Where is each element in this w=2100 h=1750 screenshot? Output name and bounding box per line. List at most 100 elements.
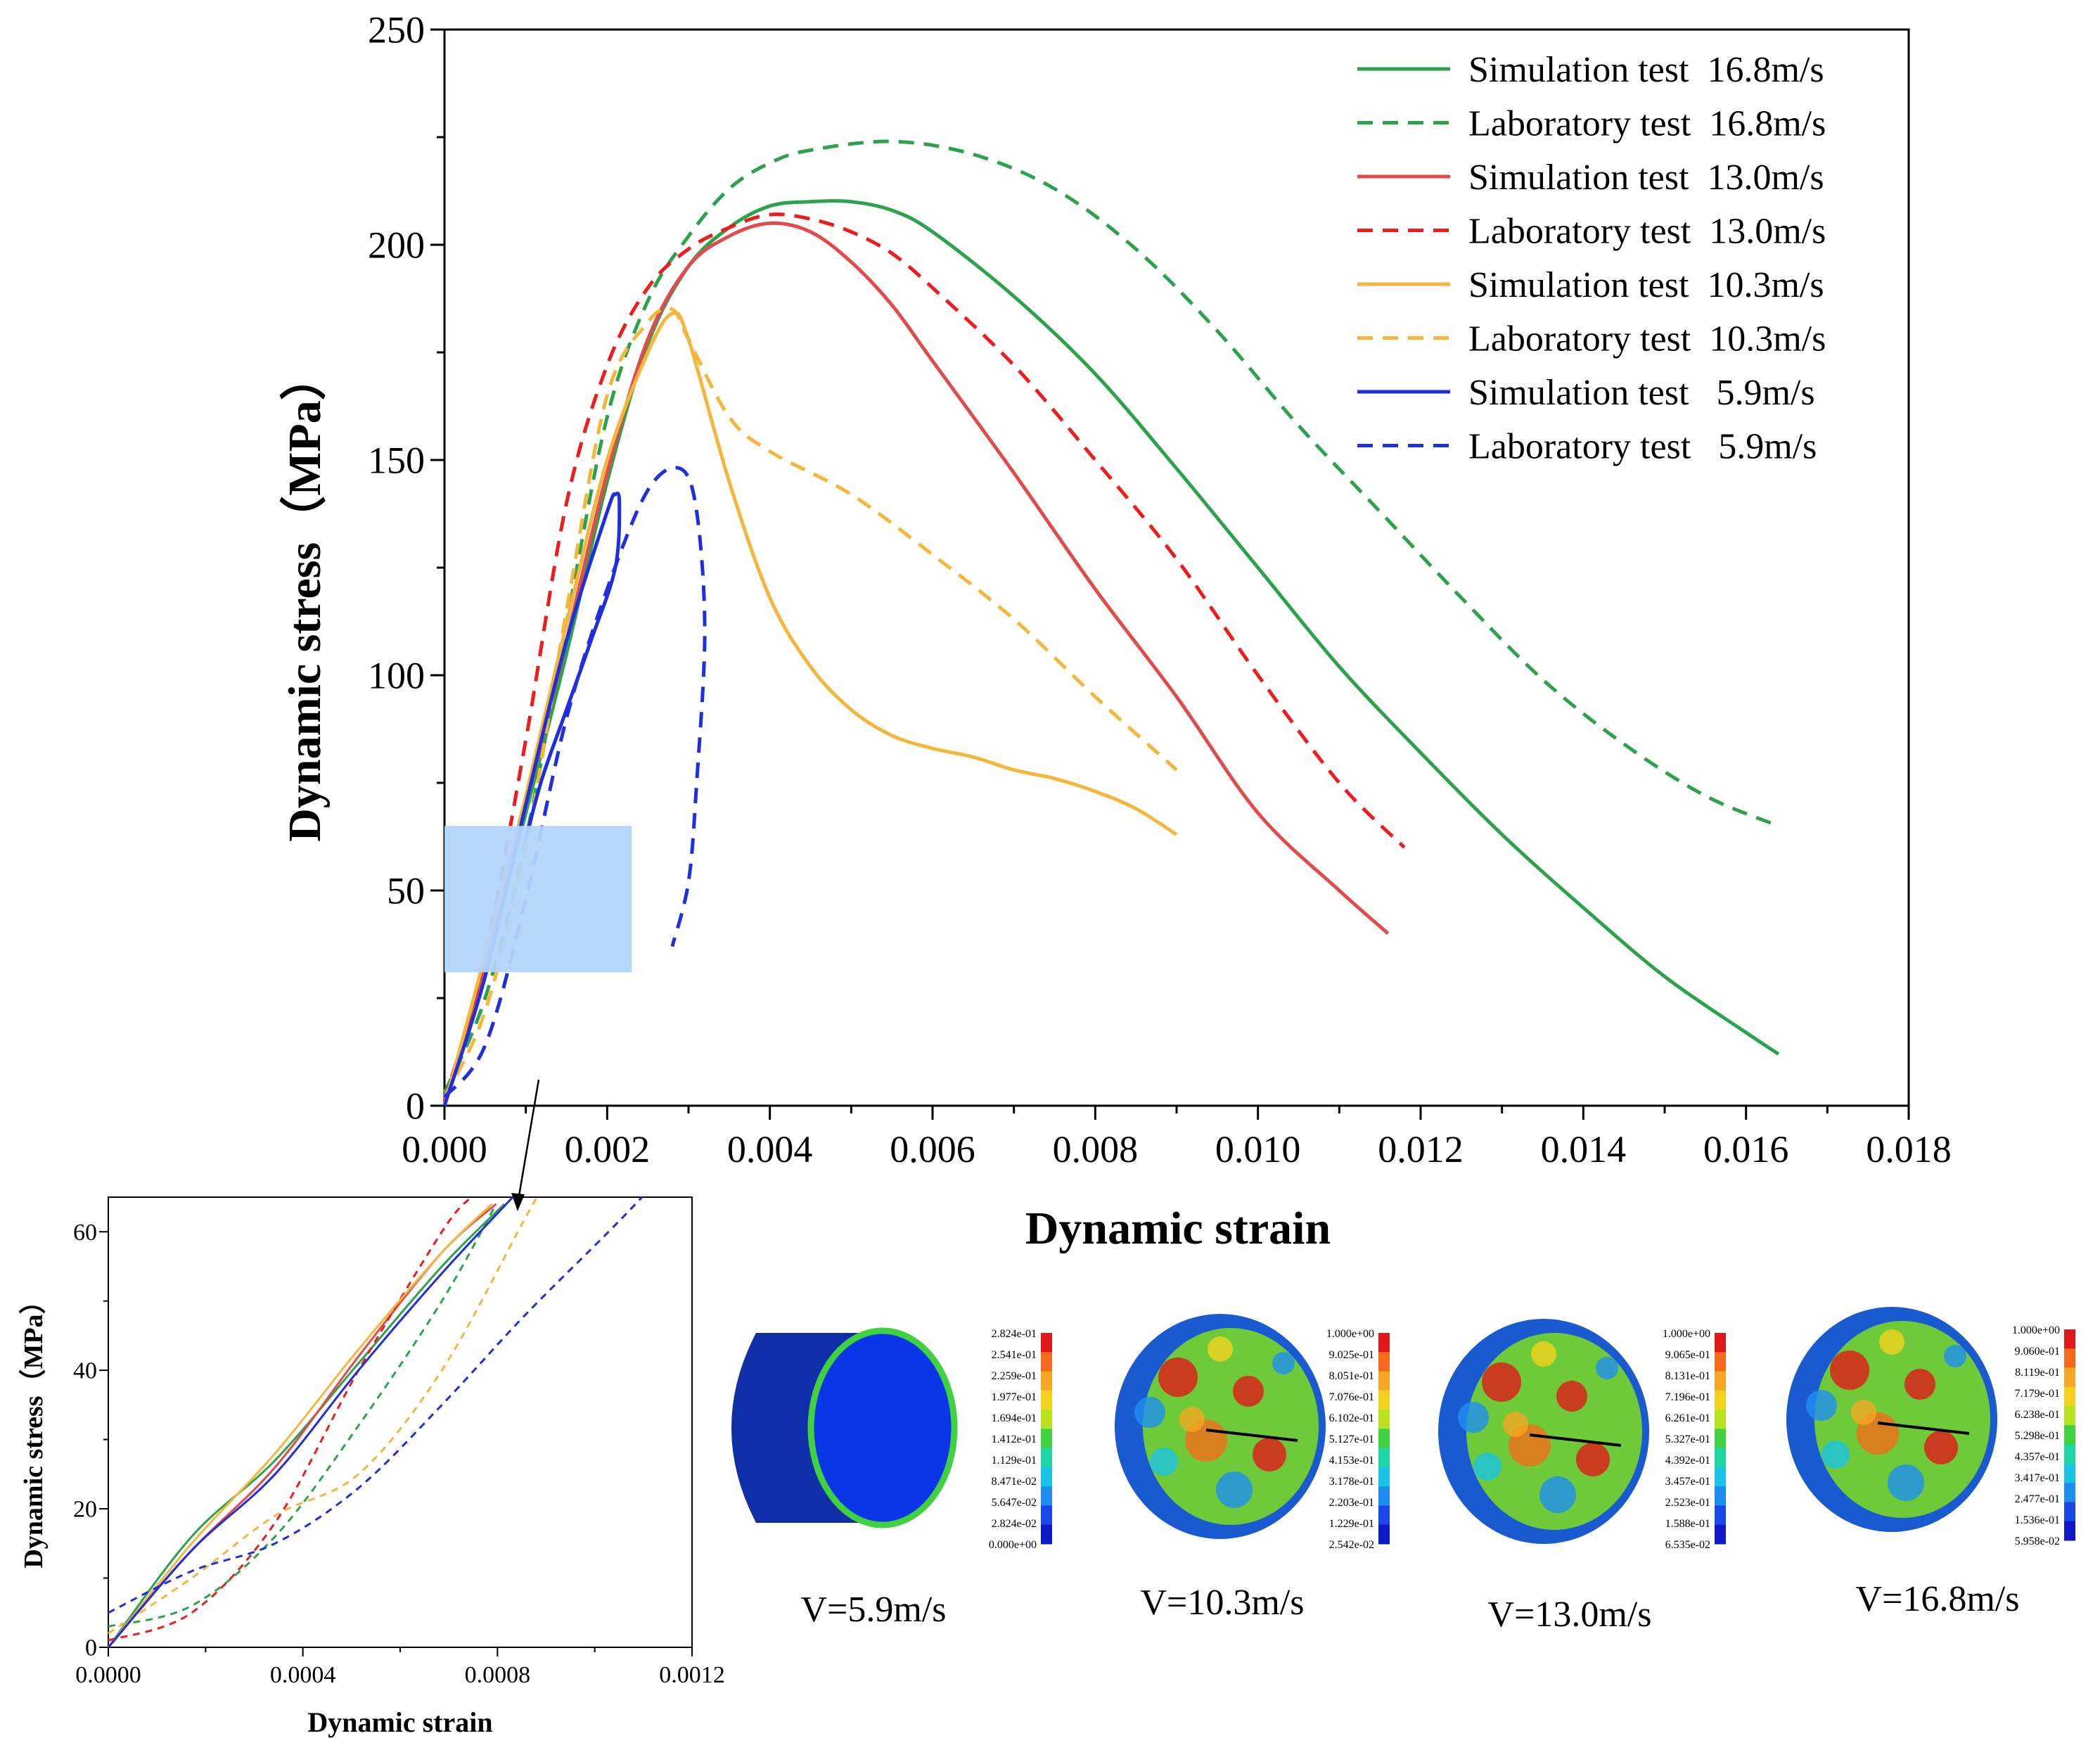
scale-bar-label: 5.647e-02 xyxy=(992,1497,1037,1509)
x-tick-label: 0.012 xyxy=(1378,1128,1464,1170)
scale-bar-segment xyxy=(1715,1352,1726,1372)
inset-plot-frame xyxy=(108,1196,693,1648)
scale-bar-label: 1.229e-01 xyxy=(1329,1518,1374,1530)
damage-spot xyxy=(1539,1476,1576,1513)
zoom-arrow xyxy=(518,1079,540,1196)
series-line-3 xyxy=(442,221,1390,1106)
inset-chart: 0.0000 0.0004 0.0008 0.0012 0 20 40 60 Dynamic … xyxy=(19,1196,725,1738)
scale-bar-label: 8.471e-02 xyxy=(992,1476,1037,1488)
y-tick-label: 0 xyxy=(85,1635,97,1661)
scale-bar-segment xyxy=(1378,1371,1390,1391)
x-tick-label: 0.006 xyxy=(890,1128,975,1170)
damage-spot xyxy=(1851,1400,1876,1425)
damage-spot xyxy=(1216,1471,1253,1508)
scale-bar-segment xyxy=(1041,1467,1052,1487)
scale-bar-segment xyxy=(1715,1467,1726,1487)
legend-label: Simulation test 13.0m/s xyxy=(1468,158,1824,198)
scale-bar-segment xyxy=(1041,1333,1052,1353)
scale-bar-segment xyxy=(2064,1444,2075,1464)
scale-bar-segment xyxy=(2064,1521,2075,1541)
contour-panel-4: 1.000e+00 9.060e-01 8.119e-01 7.179e-01 6.23… xyxy=(1786,1307,2075,1619)
scale-bar-label: 1.536e-01 xyxy=(2015,1514,2060,1526)
x-tick-label: 0.0004 xyxy=(270,1662,336,1688)
damage-spot xyxy=(1944,1345,1966,1367)
contour-panel-2: 1.000e+00 9.025e-01 8.051e-01 7.076e-01 6.10… xyxy=(1115,1314,1390,1623)
scale-bar-label: 7.179e-01 xyxy=(2015,1388,2060,1400)
crack-line xyxy=(1529,1433,1622,1447)
scale-bar-segment xyxy=(2064,1425,2075,1445)
velocity-label: V=16.8m/s xyxy=(1855,1579,2019,1619)
series-line-7 xyxy=(107,1196,514,1648)
x-tick-label: 0.000 xyxy=(402,1128,487,1170)
scale-bar-label: 3.417e-01 xyxy=(2015,1472,2060,1484)
inset-series xyxy=(107,1196,643,1648)
legend-label: Simulation test 16.8m/s xyxy=(1468,50,1824,90)
y-tick-label: 50 xyxy=(387,869,425,912)
scale-bar-label: 1.977e-01 xyxy=(992,1391,1037,1403)
scale-bar-segment xyxy=(1041,1352,1052,1372)
scale-bar-segment xyxy=(1041,1371,1052,1391)
main-x-axis-title: Dynamic strain xyxy=(1025,1203,1331,1254)
y-tick-label: 150 xyxy=(368,439,425,481)
scale-bar-label: 1.412e-01 xyxy=(992,1433,1037,1445)
damage-spot xyxy=(1253,1438,1286,1471)
scale-bar-label: 6.261e-01 xyxy=(1665,1412,1710,1424)
scale-bar-segment xyxy=(1378,1352,1390,1372)
main-axis-ticks xyxy=(430,28,1910,1120)
series-line-2 xyxy=(442,139,1779,1094)
scale-bar-label: 2.824e-01 xyxy=(992,1328,1037,1340)
scale-bar-segment xyxy=(2064,1463,2075,1483)
x-tick-label: 0.016 xyxy=(1703,1128,1789,1170)
series-line-2 xyxy=(108,1203,497,1628)
scale-bar-segment xyxy=(1378,1429,1390,1449)
scale-bar-segment xyxy=(1041,1505,1052,1526)
scale-bar-label: 2.542e-02 xyxy=(1329,1539,1374,1551)
scale-bar-segment xyxy=(1715,1390,1726,1410)
main-chart: 0.000 0.002 0.004 0.006 0.008 0.010 0.012 0.014… xyxy=(278,8,1952,1254)
scale-bar-label: 1.588e-01 xyxy=(1665,1518,1710,1530)
scale-bar-label: 9.065e-01 xyxy=(1665,1349,1710,1361)
damage-spot xyxy=(1158,1358,1198,1397)
zoom-arrow-head xyxy=(511,1193,525,1211)
damage-spot xyxy=(1576,1443,1610,1476)
scale-bar-segment xyxy=(1715,1410,1726,1429)
x-tick-label: 0.002 xyxy=(565,1128,651,1170)
crack-line xyxy=(1205,1429,1298,1442)
x-tick-label: 0.010 xyxy=(1215,1128,1301,1170)
scale-bar-label: 2.259e-01 xyxy=(992,1370,1037,1382)
scale-bar-segment xyxy=(2064,1386,2075,1407)
scale-bar-label: 4.153e-01 xyxy=(1329,1455,1374,1467)
scale-bar-label: 6.535e-02 xyxy=(1665,1539,1710,1551)
y-tick-label: 250 xyxy=(368,8,425,51)
legend-label: Laboratory test 5.9m/s xyxy=(1468,427,1817,467)
scale-bar-segment xyxy=(1041,1390,1052,1410)
scale-bar-label: 8.131e-01 xyxy=(1665,1370,1710,1382)
legend-label: Laboratory test 13.0m/s xyxy=(1468,212,1826,252)
crack-line xyxy=(1877,1422,1970,1435)
scale-bar-label: 6.238e-01 xyxy=(2015,1409,2060,1421)
scale-bar-segment xyxy=(1041,1429,1052,1449)
scale-bar-label: 0.000e+00 xyxy=(989,1539,1037,1551)
scale-bar-label: 2.824e-02 xyxy=(992,1518,1037,1530)
zoom-region-highlight xyxy=(444,826,632,973)
damage-spot xyxy=(1179,1407,1205,1432)
series-line-5 xyxy=(442,311,1178,1106)
inset-y-axis-title: Dynamic stress（MPa） xyxy=(19,1287,49,1568)
y-tick-label: 0 xyxy=(406,1085,425,1127)
scale-bar-segment xyxy=(1378,1505,1390,1526)
scale-bar-label: 1.000e+00 xyxy=(2012,1324,2060,1336)
contour-panel-3: 1.000e+00 9.065e-01 8.131e-01 7.196e-01 6.26… xyxy=(1438,1319,1726,1635)
legend-label: Simulation test 5.9m/s xyxy=(1468,373,1815,413)
legend-label: Laboratory test 10.3m/s xyxy=(1468,319,1826,359)
y-tick-label: 200 xyxy=(368,224,425,266)
y-tick-label: 20 xyxy=(73,1497,97,1523)
damage-spot xyxy=(1482,1362,1521,1402)
scale-bar-segment xyxy=(1041,1410,1052,1429)
damage-spot xyxy=(1233,1376,1264,1407)
damage-spot xyxy=(1458,1402,1489,1433)
scale-bar-segment xyxy=(1378,1410,1390,1429)
damage-spot xyxy=(1208,1336,1233,1362)
scale-bar-segment xyxy=(2064,1367,2075,1388)
scale-bar-segment xyxy=(2064,1329,2075,1349)
